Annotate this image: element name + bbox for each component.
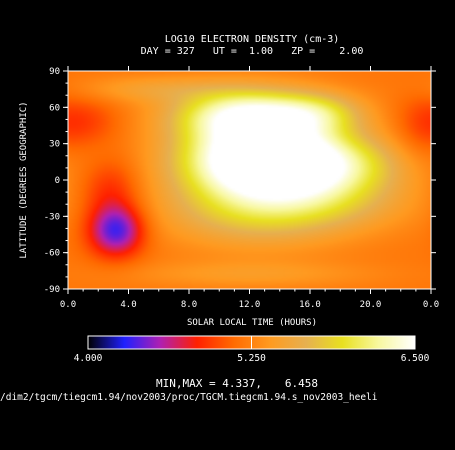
y-axis: 90 60 30 0 -30 -60 -90 (44, 67, 436, 295)
x-tick-label: 0.0 (423, 300, 439, 310)
y-tick-label: 60 (49, 103, 60, 113)
colorbar-tick-label: 6.500 (401, 353, 430, 364)
file-path: /dim2/tgcm/tiegcm1.94/nov2003/proc/TGCM.… (0, 392, 378, 403)
heatmap-field (68, 71, 431, 289)
y-tick-label: -90 (44, 285, 60, 295)
chart-subtitle: DAY = 327 UT = 1.00 ZP = 2.00 (141, 46, 364, 57)
x-axis: 0.0 4.0 8.0 12.0 16.0 20.0 0.0 (60, 66, 439, 310)
colorbar-tick-label: 4.000 (74, 353, 103, 364)
x-tick-label: 20.0 (360, 300, 382, 310)
chart-title: LOG10 ELECTRON DENSITY (cm-3) (165, 34, 340, 45)
min-value: 4.337, (222, 377, 262, 390)
max-value: 6.458 (285, 377, 318, 390)
colorbar-labels: 4.000 5.250 6.500 (74, 336, 430, 364)
y-tick-label: 30 (49, 140, 60, 150)
y-tick-label: 0 (55, 176, 60, 186)
minmax-label: MIN,MAX = (156, 377, 216, 390)
x-tick-label: 4.0 (120, 300, 136, 310)
x-tick-label: 16.0 (299, 300, 321, 310)
x-tick-label: 0.0 (60, 300, 76, 310)
y-tick-label: -30 (44, 212, 60, 222)
y-tick-label: -60 (44, 249, 60, 259)
y-tick-label: 90 (49, 67, 60, 77)
colorbar-tick-label: 5.250 (237, 353, 266, 364)
x-axis-label: SOLAR LOCAL TIME (HOURS) (187, 318, 317, 328)
x-tick-label: 12.0 (239, 300, 261, 310)
y-axis-label: LATITUDE (DEGREES GEOGRAPHIC) (19, 101, 29, 258)
x-tick-label: 8.0 (181, 300, 197, 310)
